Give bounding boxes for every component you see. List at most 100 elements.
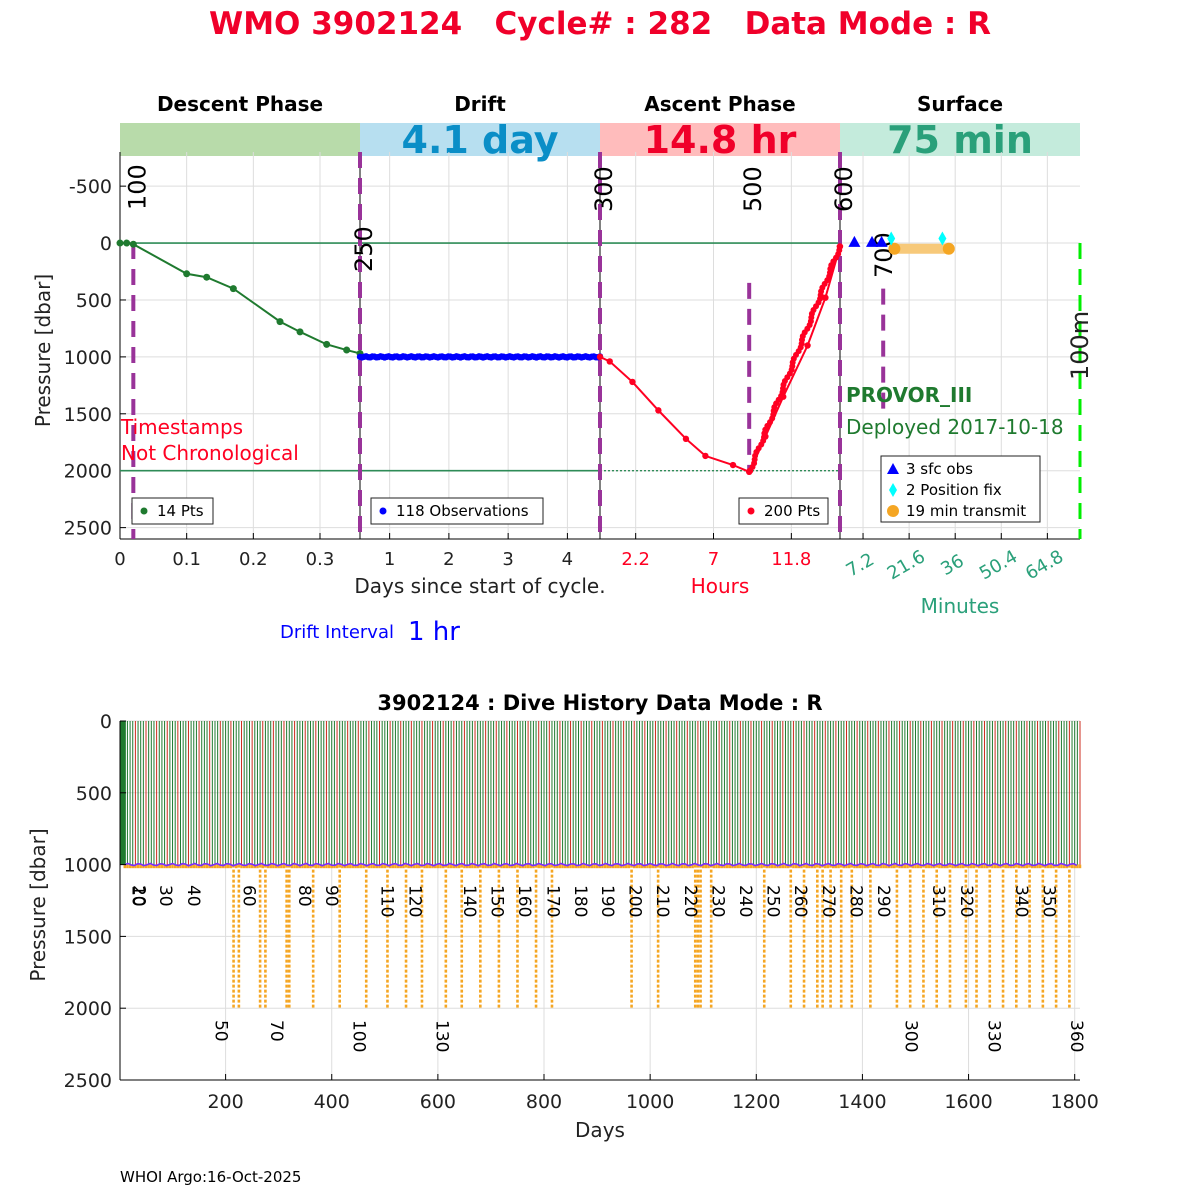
ascent-point — [729, 461, 737, 469]
cycle-marker-label-600: 600 — [830, 166, 858, 212]
cycle-marker-label-100: 100 — [123, 164, 151, 210]
cycle-label-upper: 10 — [127, 885, 147, 907]
ascent-point — [682, 435, 690, 443]
descent-point — [296, 328, 304, 336]
x-tick-label-descent: 0.1 — [172, 549, 201, 570]
surface-obs-marker — [848, 235, 861, 247]
x-tick-label-drift: 3 — [502, 549, 513, 570]
drift-interval-label: Drift Interval — [280, 622, 394, 643]
drift-series — [356, 353, 604, 361]
cycle-label-lower: 100 — [349, 1020, 369, 1052]
cycle-label-upper: 180 — [570, 885, 590, 917]
cycle-label-upper: 40 — [183, 885, 203, 907]
position-fix-marker — [938, 231, 947, 246]
x-tick-label-descent: 0.3 — [306, 549, 335, 570]
ascent-point — [655, 407, 662, 414]
legend-drift-box — [370, 497, 544, 525]
phase-label-ascent: Ascent Phase — [644, 92, 795, 116]
y-tick-label: 500 — [76, 290, 112, 312]
descent-point — [323, 340, 331, 348]
figure-title: WMO 3902124 Cycle# : 282 Data Mode : R — [209, 6, 991, 42]
cycle-label-upper: 350 — [1039, 885, 1059, 917]
cycle-label-upper: 190 — [597, 885, 617, 917]
cycle-label-upper: 140 — [459, 885, 479, 917]
cycle-label-upper: 220 — [680, 885, 700, 917]
y-axis-title: Pressure [dbar] — [26, 828, 50, 981]
surface-obs-marker — [866, 235, 878, 247]
y-tick-label: 2500 — [64, 1070, 112, 1092]
phase-duration-surface: 75 min — [887, 118, 1033, 162]
cycle-label-upper: 150 — [487, 885, 507, 917]
legend-descent-marker — [140, 507, 148, 515]
cycle-label-lower: 50 — [211, 1020, 231, 1042]
cycle-marker-label-500: 500 — [739, 166, 767, 212]
y-tick-label: 2000 — [64, 998, 112, 1020]
descent-point — [123, 239, 131, 247]
legend-surface-text: 2 Position fix — [906, 481, 1002, 499]
ascent-point — [606, 358, 613, 365]
cycle-label-upper: 230 — [707, 885, 727, 917]
warning-text-line1: Timestamps — [120, 415, 243, 439]
legend-surface-marker — [887, 505, 899, 517]
x-axis-title-days: Days since start of cycle. — [354, 574, 605, 598]
ascent-point — [822, 294, 829, 301]
x-axis-title-hours: Hours — [691, 574, 750, 598]
descent-point — [183, 270, 191, 278]
ascent-point — [596, 353, 604, 361]
legend-descent-text: 14 Pts — [157, 502, 204, 520]
phase-band-descent — [120, 123, 360, 156]
x-tick-label: 400 — [314, 1091, 350, 1113]
cycle-marker-label-100m: 100m — [1066, 311, 1094, 380]
phase-band-surface — [840, 123, 1080, 156]
x-tick-label: 800 — [526, 1091, 562, 1113]
phase-band-ascent — [600, 123, 840, 156]
cycle-label-upper: 310 — [928, 885, 948, 917]
y-tick-label: 0 — [100, 711, 112, 733]
cycle-label-upper: 340 — [1011, 885, 1031, 917]
x-tick-label: 600 — [420, 1091, 456, 1113]
transmit-marker — [888, 242, 901, 255]
cycle-label-upper: 120 — [404, 885, 424, 917]
cycle-label-upper: 80 — [294, 885, 314, 907]
cycle-label-upper: 60 — [238, 885, 258, 907]
descent-point — [129, 240, 137, 248]
phase-label-descent: Descent Phase — [157, 92, 323, 116]
warning-text-line2: Not Chronological — [121, 441, 299, 465]
park-pressure-trace — [124, 862, 1078, 867]
phase-label-surface: Surface — [917, 92, 1003, 116]
y-tick-label: 500 — [76, 783, 112, 805]
descent-series-line — [120, 242, 361, 355]
y-tick-label: 1500 — [64, 926, 112, 948]
ascent-point — [804, 342, 811, 349]
ascent-points — [596, 243, 844, 476]
cycle-label-lower: 360 — [1066, 1020, 1086, 1052]
cycle-label-upper: 250 — [763, 885, 783, 917]
y-tick-label: 1000 — [64, 855, 112, 877]
x-tick-label-drift: 1 — [384, 549, 395, 570]
descent-point — [229, 285, 237, 293]
cycle-label-upper: 210 — [652, 885, 672, 917]
cycle-label-upper: 170 — [542, 885, 562, 917]
cycle-label-lower: 70 — [266, 1020, 286, 1042]
y-tick-label: -500 — [69, 176, 112, 198]
x-tick-label-ascent: 7 — [708, 549, 719, 570]
cycle-label-upper: 290 — [873, 885, 893, 917]
x-tick-label: 1200 — [732, 1091, 780, 1113]
cycle-label-upper: 240 — [735, 885, 755, 917]
cycle-label-lower: 130 — [431, 1020, 451, 1052]
y-tick-label: 2000 — [64, 461, 112, 483]
legend-surface-marker — [887, 463, 899, 474]
descent-point — [203, 273, 211, 281]
transmit-marker — [942, 242, 955, 255]
x-tick-label-descent: 0.2 — [239, 549, 268, 570]
legend-surface-marker — [889, 483, 897, 497]
legend-surface-box — [880, 455, 1041, 523]
dive-history-title: 3902124 : Dive History Data Mode : R — [377, 691, 822, 715]
cycle-label-upper: 160 — [514, 885, 534, 917]
deployed-label: Deployed 2017-10-18 — [846, 415, 1064, 439]
x-axis-title: Days — [575, 1118, 625, 1142]
x-tick-label-surface: 64.8 — [1022, 546, 1067, 584]
drift-interval-value: 1 hr — [408, 617, 460, 647]
descent-point — [276, 318, 284, 326]
